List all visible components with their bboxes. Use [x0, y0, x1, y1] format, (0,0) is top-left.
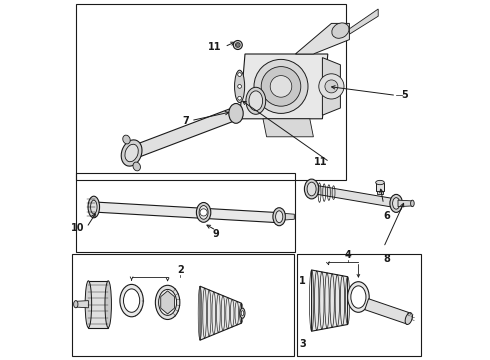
Text: 8: 8: [384, 254, 391, 264]
Ellipse shape: [74, 301, 78, 308]
Bar: [76, 173, 295, 252]
Circle shape: [270, 76, 292, 97]
Polygon shape: [76, 301, 88, 308]
Ellipse shape: [405, 313, 413, 324]
Ellipse shape: [159, 289, 176, 315]
Ellipse shape: [229, 104, 243, 123]
Text: 11: 11: [314, 157, 328, 167]
Circle shape: [238, 73, 242, 76]
Circle shape: [238, 85, 242, 88]
Polygon shape: [200, 286, 242, 340]
Ellipse shape: [235, 70, 245, 103]
Ellipse shape: [85, 281, 92, 328]
Circle shape: [238, 96, 242, 100]
Bar: [76, 4, 346, 180]
Circle shape: [238, 85, 242, 88]
Ellipse shape: [347, 282, 369, 312]
Text: 4: 4: [344, 250, 351, 260]
Circle shape: [238, 96, 242, 100]
Ellipse shape: [125, 144, 138, 162]
Circle shape: [238, 73, 242, 76]
Polygon shape: [161, 291, 174, 314]
Ellipse shape: [155, 285, 180, 320]
Circle shape: [254, 59, 308, 113]
Ellipse shape: [246, 87, 266, 114]
Ellipse shape: [91, 200, 97, 214]
Ellipse shape: [307, 182, 316, 196]
Polygon shape: [240, 54, 328, 119]
Polygon shape: [376, 183, 384, 191]
Ellipse shape: [392, 198, 400, 209]
Text: 9: 9: [213, 229, 220, 239]
Ellipse shape: [196, 202, 211, 222]
Ellipse shape: [236, 43, 240, 48]
Ellipse shape: [351, 286, 366, 308]
Circle shape: [236, 44, 239, 46]
Ellipse shape: [304, 179, 319, 199]
Polygon shape: [349, 9, 378, 34]
Ellipse shape: [123, 135, 130, 144]
Polygon shape: [377, 191, 383, 194]
Ellipse shape: [199, 206, 208, 219]
Polygon shape: [295, 23, 349, 54]
Text: 1: 1: [299, 276, 306, 286]
Circle shape: [200, 209, 207, 216]
Ellipse shape: [249, 91, 263, 111]
Ellipse shape: [376, 180, 384, 185]
Ellipse shape: [233, 41, 242, 50]
Ellipse shape: [133, 162, 141, 171]
Text: 6: 6: [384, 211, 391, 221]
Text: 2: 2: [177, 265, 184, 275]
Bar: [72, 254, 294, 356]
Text: 7: 7: [182, 116, 189, 126]
Ellipse shape: [332, 23, 349, 38]
Polygon shape: [263, 119, 314, 137]
Ellipse shape: [411, 200, 414, 207]
Circle shape: [325, 80, 338, 93]
Bar: [297, 254, 421, 356]
Ellipse shape: [241, 311, 244, 316]
Ellipse shape: [120, 284, 143, 317]
Ellipse shape: [123, 289, 140, 312]
Polygon shape: [365, 299, 411, 324]
Ellipse shape: [273, 208, 286, 226]
Circle shape: [261, 67, 301, 106]
Ellipse shape: [88, 196, 99, 218]
Polygon shape: [285, 213, 294, 220]
Text: 10: 10: [72, 222, 85, 233]
Polygon shape: [398, 200, 413, 207]
Text: 3: 3: [299, 339, 306, 349]
Polygon shape: [322, 58, 341, 115]
Polygon shape: [312, 270, 347, 331]
Ellipse shape: [240, 308, 245, 318]
Polygon shape: [88, 281, 108, 328]
Polygon shape: [311, 185, 397, 208]
Text: 11: 11: [208, 42, 221, 52]
Ellipse shape: [390, 194, 402, 212]
Circle shape: [319, 74, 344, 99]
Polygon shape: [129, 107, 238, 159]
Polygon shape: [94, 202, 281, 223]
Text: 5: 5: [402, 90, 408, 100]
Ellipse shape: [275, 211, 283, 222]
Ellipse shape: [121, 140, 142, 166]
Ellipse shape: [105, 281, 111, 328]
